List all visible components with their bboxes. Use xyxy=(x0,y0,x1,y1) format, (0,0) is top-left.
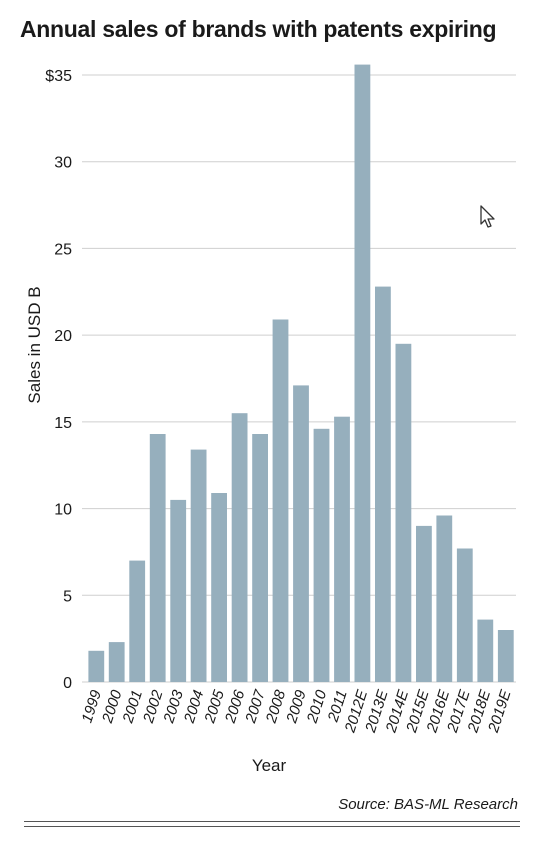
bar-2005 xyxy=(211,493,227,682)
x-axis-ticks: 1999200020012002200320042005200620072008… xyxy=(79,687,515,735)
bar-2018e xyxy=(477,619,494,682)
y-tick-label: 0 xyxy=(63,675,72,692)
bar-2008 xyxy=(272,319,289,682)
bar-2016e xyxy=(436,515,453,682)
y-tick-label: 20 xyxy=(54,328,72,345)
bar-2000 xyxy=(108,642,125,682)
y-axis-label: Sales in USD B xyxy=(25,286,44,403)
bar-1999 xyxy=(88,650,105,682)
bar-2003 xyxy=(170,499,187,682)
y-tick-label: $35 xyxy=(45,68,72,85)
mouse-pointer-icon xyxy=(480,205,495,228)
y-tick-label: 25 xyxy=(54,241,72,258)
source-note: Source: BAS-ML Research xyxy=(338,796,518,813)
y-tick-label: 15 xyxy=(54,415,72,432)
bar-2010 xyxy=(313,428,330,682)
bar-2015e xyxy=(416,525,432,682)
footer-rule-top xyxy=(24,821,520,822)
bar-2004 xyxy=(190,449,207,682)
y-tick-label: 5 xyxy=(63,588,72,605)
bars xyxy=(88,64,514,683)
footer-rule-bottom xyxy=(24,826,520,827)
y-tick-label: 10 xyxy=(54,502,72,519)
bar-2002 xyxy=(149,434,166,682)
bar-2006 xyxy=(231,413,248,682)
y-tick-label: 30 xyxy=(54,155,72,172)
bar-2011 xyxy=(334,416,350,682)
bar-2017e xyxy=(456,548,473,682)
y-axis-ticks: 0 5 10 15 20 25 30 $35 xyxy=(45,68,72,692)
bar-2007 xyxy=(252,434,268,682)
x-axis-label: Year xyxy=(252,756,287,775)
bar-2014e xyxy=(395,343,412,682)
bar-2012e xyxy=(354,64,371,683)
bar-2019e xyxy=(497,630,514,682)
chart-title: Annual sales of brands with patents expi… xyxy=(20,16,497,42)
bar-2001 xyxy=(129,560,146,682)
bar-2013e xyxy=(375,286,391,682)
bar-2009 xyxy=(293,385,309,682)
